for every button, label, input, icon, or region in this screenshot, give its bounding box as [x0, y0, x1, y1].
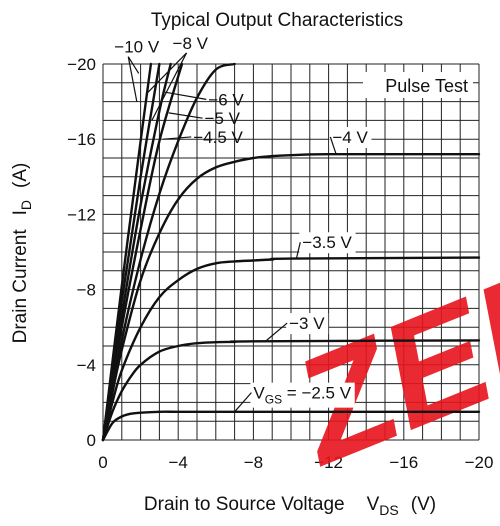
- curve-labels: VGS = −2.5 V −3 V −3.5 V −4 V −4.5 V−5 V−6 V…: [114, 34, 372, 413]
- curve-label-bg: [329, 126, 372, 148]
- y-tick-labels: 0 −4 −8 −12 −16 −20: [67, 55, 96, 450]
- curve-label-bg: [299, 232, 356, 254]
- x-axis-label-text: Drain to Source Voltage: [144, 494, 345, 515]
- y-axis-unit: (A): [10, 163, 31, 188]
- curve-label: −6 V: [208, 90, 244, 109]
- curve-label-bg: [250, 382, 355, 408]
- curve-label: −3.5 V: [302, 233, 352, 252]
- x-tick-label: −12: [314, 453, 343, 472]
- curve-vgs-4: [101, 62, 236, 442]
- label-leader-line: [145, 52, 187, 95]
- x-axis-symbol-sub: DS: [379, 502, 398, 518]
- x-axis-symbol: V: [367, 494, 380, 515]
- pulse-test-label-bg: [363, 72, 473, 98]
- y-tick-label: −8: [77, 281, 96, 300]
- y-axis-label-text: Drain Current: [10, 229, 31, 344]
- curve-vgs-0: [101, 410, 481, 442]
- label-leader-line: [127, 56, 138, 102]
- x-tick-label: 0: [98, 453, 107, 472]
- label-leader-line: [163, 136, 192, 140]
- curves: [101, 62, 481, 442]
- curve-label: −8 V: [173, 34, 209, 53]
- curve-label: −4 V: [332, 128, 368, 147]
- y-tick-label: −12: [67, 205, 96, 224]
- y-axis-symbol-sub: D: [18, 200, 34, 210]
- y-tick-label: −20: [67, 55, 96, 74]
- y-axis-label: Drain Current ID (A): [10, 163, 34, 344]
- curve-label-bg: [286, 313, 329, 335]
- y-tick-label: 0: [87, 431, 96, 450]
- label-leader-line: [266, 322, 288, 341]
- label-leader-line: [151, 52, 188, 121]
- y-axis-symbol: I: [10, 210, 31, 215]
- curve-vgs-3: [101, 152, 481, 442]
- label-leader-line: [164, 91, 207, 100]
- curve-vgs-1: [101, 339, 481, 442]
- curve-vgs-8: [101, 62, 153, 442]
- y-tick-label: −16: [67, 130, 96, 149]
- pulse-test-label: Pulse Test: [385, 76, 468, 96]
- chart-title: Typical Output Characteristics: [151, 10, 403, 31]
- curve-label: −4.5 V: [193, 128, 243, 147]
- x-tick-label: −8: [244, 453, 263, 472]
- x-tick-label: −4: [169, 453, 188, 472]
- label-leader-line: [296, 242, 301, 258]
- x-axis-unit: (V): [411, 494, 436, 515]
- curve-label: −3 V: [289, 314, 325, 333]
- label-leader-line: [329, 136, 337, 155]
- curve-vgs-2: [101, 256, 481, 442]
- x-axis-label: Drain to Source Voltage VDS (V): [144, 494, 436, 518]
- label-leader-line: [127, 56, 140, 74]
- curve-label: −10 V: [114, 38, 160, 57]
- x-tick-labels: 0 −4 −8 −12 −16 −20: [98, 453, 493, 472]
- x-tick-label: −20: [465, 453, 494, 472]
- curve-label: VGS = −2.5 V: [253, 384, 351, 407]
- x-tick-label: −16: [389, 453, 418, 472]
- curve-label: −5 V: [205, 109, 241, 128]
- label-leader-line: [168, 112, 203, 119]
- y-tick-label: −4: [77, 356, 96, 375]
- label-leader-line: [234, 392, 252, 413]
